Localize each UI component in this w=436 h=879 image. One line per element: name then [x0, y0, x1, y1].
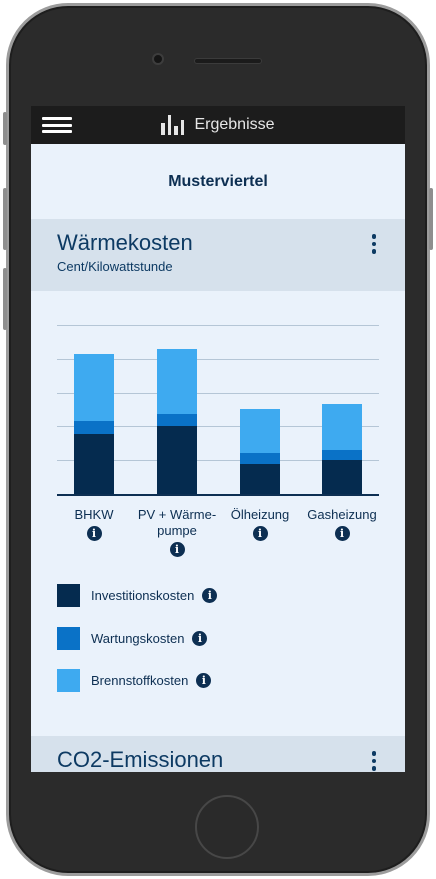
category-label-line: PV + Wärme- [137, 507, 217, 522]
bar-segment [157, 426, 197, 494]
bar-segment [322, 460, 362, 494]
info-icon[interactable]: i [196, 673, 212, 688]
legend-item: Brennstoffkosten i [57, 669, 217, 692]
speaker-grille [194, 58, 262, 64]
category-label-line: Gasheizung [307, 507, 377, 522]
bar-chart-icon [161, 115, 185, 135]
home-button[interactable] [195, 795, 259, 859]
bar-segment [74, 421, 114, 434]
mute-switch[interactable] [3, 112, 7, 145]
info-icon[interactable]: i [169, 542, 185, 557]
category-label: Gasheizung [297, 507, 387, 523]
category-label-line: BHKW [74, 507, 114, 522]
category-label: Ölheizung [215, 507, 305, 523]
info-icon[interactable]: i [86, 526, 102, 541]
section-title: CO2-Emissionen [57, 747, 224, 772]
section-header-waermekosten: Wärmekosten Cent/Kilowattstunde [31, 219, 405, 291]
category-label: PV + Wärme-pumpe [132, 507, 222, 539]
app-bar: Ergebnisse [31, 106, 405, 144]
bar-segment [322, 450, 362, 461]
legend-swatch [57, 584, 80, 607]
section-title: Wärmekosten [57, 230, 193, 255]
hamburger-icon[interactable] [42, 117, 72, 133]
bar-segment [240, 408, 280, 453]
bar-segment [74, 353, 114, 422]
gridline [57, 358, 379, 360]
power-button[interactable] [429, 188, 433, 250]
page-title: Musterviertel [168, 172, 268, 190]
info-icon[interactable]: i [202, 588, 218, 603]
app-bar-title-text: Ergebnisse [194, 116, 275, 133]
info-icon[interactable]: i [192, 630, 208, 646]
bar-segment [74, 434, 114, 494]
x-axis-line [57, 494, 379, 496]
bar-segment [157, 413, 197, 427]
info-icon[interactable]: i [252, 526, 268, 541]
volume-down-button[interactable] [3, 268, 7, 330]
app-bar-title: Ergebnisse [161, 115, 275, 135]
front-camera [152, 53, 164, 65]
legend-swatch [57, 626, 80, 650]
legend-item: Wartungskosten i [57, 626, 217, 650]
section-header-co2: CO2-Emissionen [31, 736, 405, 772]
info-icon[interactable]: i [334, 526, 350, 541]
bar-segment [240, 463, 280, 494]
bar-segment [240, 452, 280, 464]
bar-segment [322, 404, 362, 451]
app-screen: Ergebnisse Musterviertel Wärmekosten Cen… [31, 106, 405, 772]
gridline [57, 460, 379, 462]
legend-label: Brennstoffkosten [91, 673, 189, 688]
category-label-line: Ölheizung [230, 507, 290, 522]
chart-legend: Investitionskosten i Wartungskosten i Brenns… [57, 584, 218, 712]
bar-segment [157, 348, 197, 414]
section-subtitle: Cent/Kilowattstunde [57, 259, 173, 274]
more-vertical-icon[interactable] [370, 751, 378, 772]
legend-item: Investitionskosten i [57, 584, 218, 607]
category-label-line: pumpe [157, 523, 197, 538]
legend-swatch [57, 669, 80, 692]
gridline [57, 325, 379, 326]
heat-cost-chart: Investitionskosten i Wartungskosten i Brenns… [31, 291, 405, 736]
category-label: BHKW [49, 507, 139, 523]
legend-label: Investitionskosten [91, 588, 195, 603]
volume-up-button[interactable] [3, 188, 7, 250]
more-vertical-icon[interactable] [370, 234, 378, 256]
gridline [57, 392, 379, 394]
gridline [57, 426, 379, 428]
legend-label: Wartungskosten [91, 630, 185, 646]
